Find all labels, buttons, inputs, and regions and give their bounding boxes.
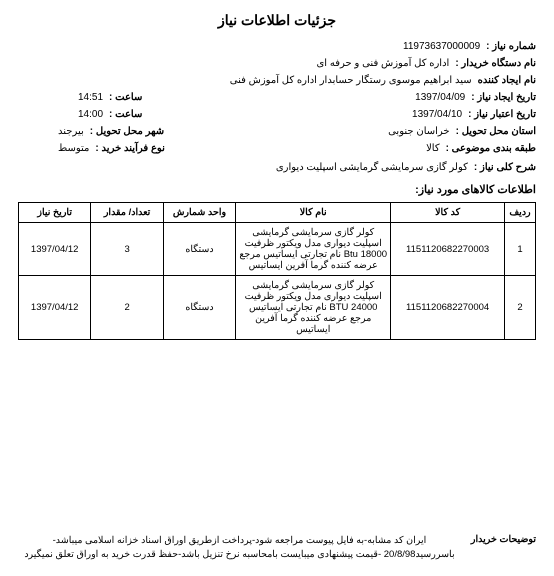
items-section-title: اطلاعات کالاهای مورد نیاز:: [18, 183, 536, 196]
create-date-value: 1397/04/09: [415, 92, 465, 103]
items-table: ردیف کد کالا نام کالا واحد شمارش تعداد/ …: [18, 202, 536, 340]
info-section: شماره نیاز : 11973637000009 نام دستگاه خ…: [18, 41, 536, 173]
need-no-value: 11973637000009: [403, 41, 480, 52]
th-code: کد کالا: [391, 203, 505, 223]
purchase-type-label: نوع فرآیند خرید :: [95, 143, 164, 154]
valid-time-label: ساعت :: [109, 109, 142, 120]
cell-code: 1151120682270003: [391, 223, 505, 276]
subject-class-value: کالا: [426, 143, 440, 154]
creator-label: نام ایجاد کننده: [478, 75, 536, 86]
purchase-type-value: متوسط: [58, 143, 89, 154]
th-row: ردیف: [504, 203, 535, 223]
cell-unit: دستگاه: [163, 276, 235, 340]
cell-code: 1151120682270004: [391, 276, 505, 340]
cell-unit: دستگاه: [163, 223, 235, 276]
th-unit: واحد شمارش: [163, 203, 235, 223]
cell-row: 1: [504, 223, 535, 276]
cell-qty: 2: [91, 276, 163, 340]
cell-name: کولر گازی سرمایشی گرمایشی اسپلیت دیواری …: [236, 276, 391, 340]
creator-value: سید ابراهیم موسوی رستگار حسابدار اداره ک…: [230, 75, 472, 86]
cell-row: 2: [504, 276, 535, 340]
province-label: استان محل تحویل :: [456, 126, 536, 137]
province-value: خراسان جنوبی: [388, 126, 450, 137]
city-value: بیرجند: [58, 126, 84, 137]
table-row: 2 1151120682270004 کولر گازی سرمایشی گرم…: [19, 276, 536, 340]
valid-date-value: 1397/04/10: [412, 109, 462, 120]
buyer-org-label: نام دستگاه خریدار :: [455, 58, 536, 69]
page-title: جزئیات اطلاعات نیاز: [18, 12, 536, 33]
create-date-label: تاریخ ایجاد نیاز :: [471, 92, 536, 103]
th-qty: تعداد/ مقدار: [91, 203, 163, 223]
create-time-label: ساعت :: [109, 92, 142, 103]
city-label: شهر محل تحویل :: [90, 126, 164, 137]
th-name: نام کالا: [236, 203, 391, 223]
cell-date: 1397/04/12: [19, 223, 91, 276]
cell-qty: 3: [91, 223, 163, 276]
cell-name: کولر گازی سرمایشی گرمایشی اسپلیت دیواری …: [236, 223, 391, 276]
table-row: 1 1151120682270003 کولر گازی سرمایشی گرم…: [19, 223, 536, 276]
cell-date: 1397/04/12: [19, 276, 91, 340]
need-no-label: شماره نیاز :: [486, 41, 536, 52]
footer-text: ایران کد مشابه-به فایل پیوست مراجعه شود-…: [18, 534, 461, 563]
th-date: تاریخ نیاز: [19, 203, 91, 223]
footer-label: توضیحات خریدار: [471, 534, 536, 563]
buyer-org-value: اداره کل آموزش فنی و حرفه ای: [316, 58, 449, 69]
footer-notes: توضیحات خریدار ایران کد مشابه-به فایل پی…: [18, 534, 536, 563]
create-time-value: 14:51: [78, 92, 103, 103]
subject-class-label: طبقه بندی موضوعی :: [446, 143, 536, 154]
valid-date-label: تاریخ اعتبار نیاز :: [468, 109, 536, 120]
valid-time-value: 14:00: [78, 109, 103, 120]
need-desc-value: کولر گازی سرمایشی گرمایشی اسپلیت دیواری: [276, 162, 468, 173]
need-desc-label: شرح کلی نیاز :: [474, 162, 536, 173]
